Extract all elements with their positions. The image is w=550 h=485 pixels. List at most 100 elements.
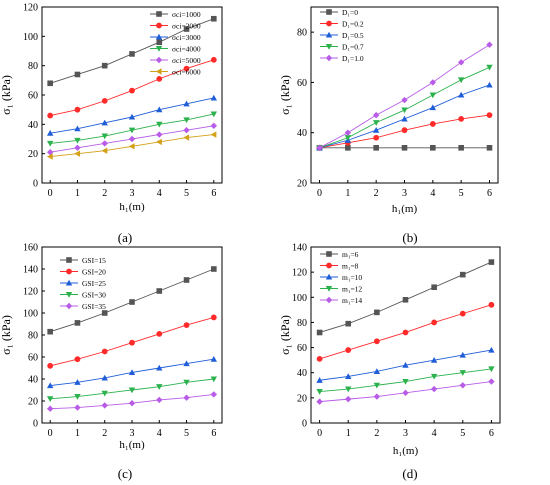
panel-label-c: (c) <box>118 466 132 481</box>
data-point <box>401 115 408 122</box>
data-point <box>210 131 217 138</box>
data-point <box>488 301 495 308</box>
x-tick-label: 3 <box>130 188 135 199</box>
data-point <box>156 121 163 128</box>
data-point <box>345 386 352 393</box>
x-tick-label: 6 <box>487 188 492 199</box>
y-tick-label: 0 <box>33 179 38 190</box>
data-point <box>459 310 466 317</box>
data-point <box>156 75 163 82</box>
y-tick-label: 20 <box>28 149 38 160</box>
data-point <box>488 346 495 353</box>
legend-marker <box>65 291 73 298</box>
y-tick-label: 100 <box>292 293 307 304</box>
legend-label: σci=3000 <box>172 33 201 42</box>
legend-marker <box>155 68 162 75</box>
data-point <box>128 135 136 143</box>
y-tick-label: 40 <box>297 368 307 379</box>
x-tick-label: 4 <box>157 188 162 199</box>
x-tick-label: 5 <box>184 428 189 439</box>
data-point <box>430 373 438 380</box>
data-point <box>402 389 409 397</box>
data-point <box>345 320 352 327</box>
data-point <box>430 356 438 363</box>
data-point <box>183 117 190 124</box>
data-point <box>74 404 81 411</box>
x-tick-label: 5 <box>460 428 465 439</box>
x-tick-label: 1 <box>75 188 80 199</box>
x-tick-label: 4 <box>432 428 437 439</box>
y-tick-label: 120 <box>23 3 38 14</box>
data-point <box>74 150 81 157</box>
legend-label: m₁=6 <box>342 250 359 259</box>
legend-label: m₁=8 <box>342 262 359 271</box>
data-point <box>458 145 464 151</box>
legend-label: GSI=25 <box>82 279 106 288</box>
x-tick-label: 2 <box>374 188 379 199</box>
data-point <box>210 356 218 362</box>
legend-label: m₁=14 <box>342 296 362 305</box>
data-point <box>401 107 408 114</box>
data-point <box>488 259 495 265</box>
data-point <box>210 376 218 383</box>
x-tick-label: 2 <box>374 428 379 439</box>
data-point <box>46 129 54 136</box>
data-point <box>47 328 53 335</box>
data-point <box>101 348 108 355</box>
data-point <box>459 271 466 278</box>
data-point <box>402 378 409 385</box>
x-tick-label: 5 <box>459 188 464 199</box>
data-point <box>129 299 135 305</box>
legend-marker <box>325 54 333 62</box>
data-point <box>211 15 217 22</box>
data-point <box>46 396 54 402</box>
data-point <box>430 145 436 151</box>
data-point <box>74 144 81 151</box>
data-point <box>183 394 190 401</box>
x-tick-label: 2 <box>102 428 107 439</box>
data-point <box>183 360 190 367</box>
data-point <box>344 135 352 141</box>
data-point <box>488 378 495 385</box>
legend-marker <box>326 20 332 27</box>
panel-label-d: (d) <box>402 466 417 481</box>
data-point <box>486 145 493 151</box>
legend-label: σci=2000 <box>172 22 201 31</box>
data-point <box>156 396 163 404</box>
data-point <box>316 144 323 151</box>
x-tick-label: 4 <box>430 188 435 199</box>
legend-marker <box>66 257 72 263</box>
data-point <box>46 140 54 147</box>
legend: GSI=15 GSI=20 GSI=25 GSI=30 GSI=35 <box>60 256 106 311</box>
x-axis-label: h₁(m) <box>392 203 418 215</box>
data-point <box>430 385 438 393</box>
data-point <box>210 122 218 129</box>
legend-label: D₁=0.7 <box>342 43 364 52</box>
data-point <box>183 127 190 134</box>
x-tick-label: 6 <box>211 188 216 199</box>
legend-marker <box>326 262 332 269</box>
legend-label: D₁=0.2 <box>342 20 364 29</box>
x-tick-label: 1 <box>75 428 80 439</box>
y-tick-label: 80 <box>297 318 307 329</box>
x-axis-label: h₁(m) <box>393 445 419 457</box>
legend-marker <box>325 273 333 280</box>
data-point <box>156 364 163 371</box>
data-point <box>373 393 381 400</box>
data-point <box>101 390 108 397</box>
y-axis-label: σ₁ (kPa) <box>278 75 292 115</box>
data-point <box>47 362 54 369</box>
x-tick-label: 0 <box>48 428 53 439</box>
legend: m₁=6 m₁=8 m₁=10 m₁=12 m₁=14 <box>320 250 362 305</box>
data-point <box>210 94 218 101</box>
data-point <box>210 391 218 398</box>
legend: D₁=0 D₁=0.2 D₁=0.5 D₁=0.7 D₁=1.0 <box>320 8 364 63</box>
legend-marker <box>155 56 163 64</box>
y-tick-label: 0 <box>302 419 307 430</box>
panel-label-b: (b) <box>402 230 417 245</box>
legend-marker <box>156 22 162 29</box>
data-point <box>316 355 323 362</box>
legend-marker <box>325 285 333 292</box>
